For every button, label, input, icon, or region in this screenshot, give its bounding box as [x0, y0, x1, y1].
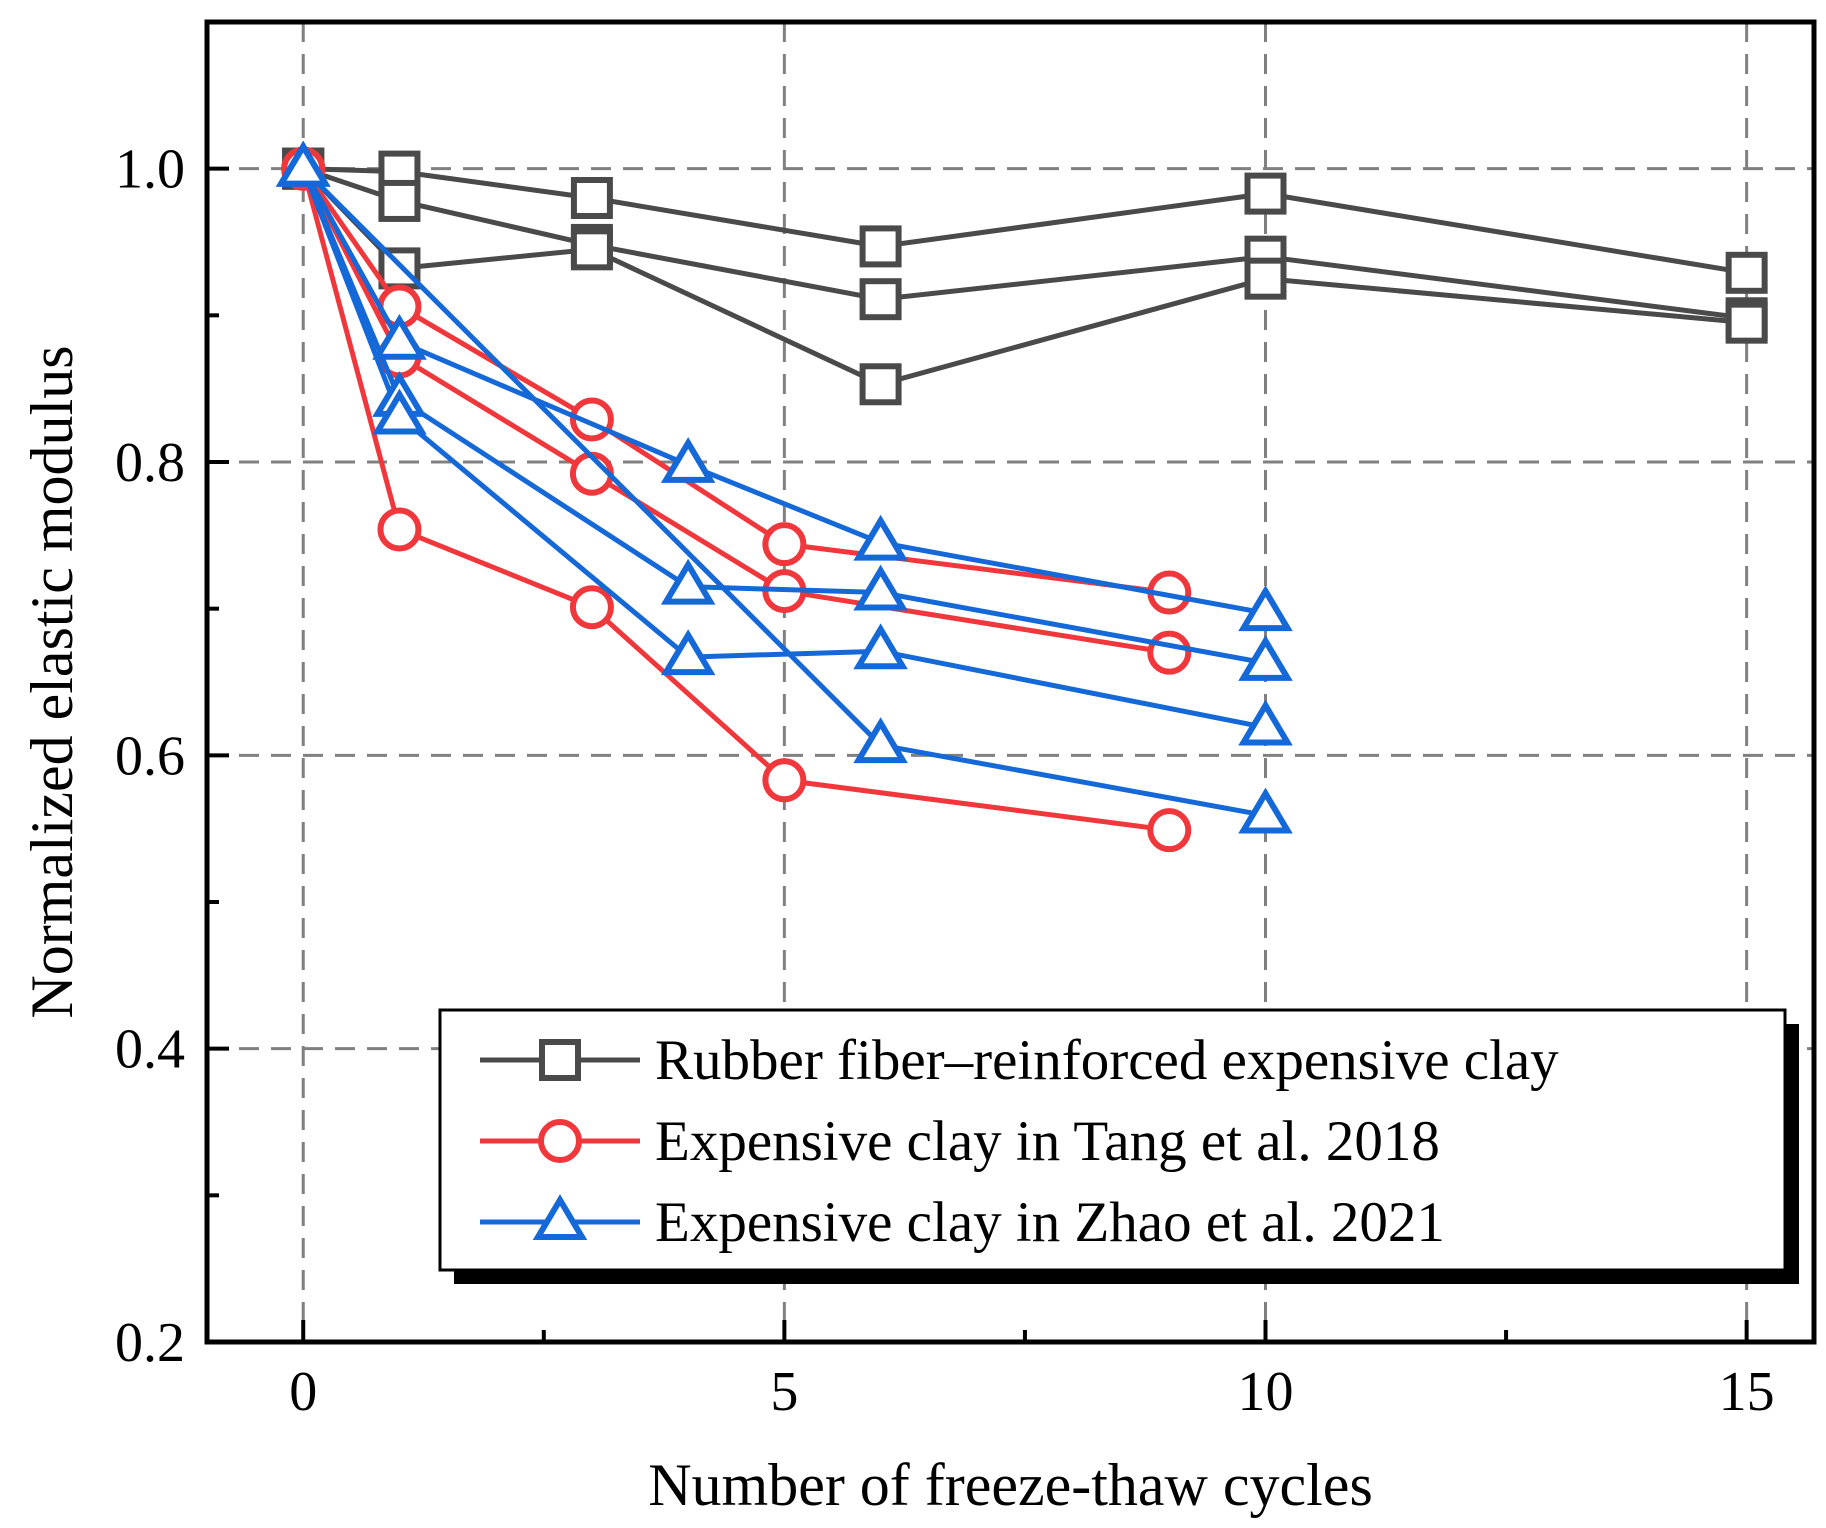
- triangle-marker: [275, 140, 331, 187]
- circle-marker: [538, 1119, 582, 1163]
- triangle-marker: [660, 437, 716, 483]
- triangle-marker: [1238, 699, 1293, 746]
- y-tick-label: 0.8: [115, 432, 185, 494]
- legend: Rubber fiber–reinforced expensive clay Ex…: [438, 1008, 1799, 1284]
- circle-marker: [1147, 808, 1192, 853]
- triangle-marker: [853, 564, 908, 611]
- circle-marker: [569, 451, 614, 496]
- x-tick-label: 15: [1719, 1361, 1775, 1423]
- legend-label: Rubber fiber–reinforced expensive clay: [655, 1029, 1559, 1092]
- legend-entry-square: Rubber fiber–reinforced expensive clay: [480, 1029, 1559, 1092]
- circle-marker: [762, 758, 807, 803]
- circle-marker: [377, 507, 422, 552]
- y-tick-label: 0.4: [115, 1019, 185, 1081]
- y-axis-title: Normalized elastic modulus: [19, 345, 85, 1018]
- triangle-marker: [660, 558, 716, 605]
- triangle-marker: [853, 514, 908, 561]
- y-tick-label: 0.6: [115, 725, 185, 787]
- x-tick-label: 5: [770, 1361, 798, 1423]
- series-layer: [275, 140, 1768, 853]
- triangle-marker: [1238, 635, 1293, 681]
- tick-labels: 0 5 10 15 0.2 0.4 0.6 0.8 1.0: [115, 139, 1775, 1423]
- circle-marker: [569, 585, 614, 630]
- series-line: [300, 168, 1170, 833]
- y-tick-label: 1.0: [115, 139, 185, 201]
- series-line: [301, 167, 1170, 596]
- series-line: [301, 166, 1747, 387]
- legend-entries: Rubber fiber–reinforced expensive clay Ex…: [480, 1029, 1559, 1254]
- triangle-marker: [372, 388, 427, 435]
- square-marker: [570, 177, 613, 219]
- series-line: [302, 166, 1747, 321]
- y-tick-label: 0.2: [115, 1312, 185, 1374]
- legend-label: Expensive clay in Tang et al. 2018: [655, 1110, 1440, 1173]
- circle-marker: [762, 522, 807, 567]
- legend-label: Expensive clay in Zhao et al. 2021: [655, 1191, 1445, 1254]
- square-marker: [539, 1039, 581, 1081]
- x-tick-label: 10: [1238, 1361, 1294, 1423]
- square-marker: [1244, 257, 1287, 300]
- plot-frame: [204, 19, 1817, 1345]
- square-marker: [570, 228, 613, 271]
- square-marker: [378, 247, 421, 290]
- square-marker: [1725, 251, 1768, 294]
- legend-entry-triangle: Expensive clay in Zhao et al. 2021: [480, 1191, 1445, 1254]
- series-line: [301, 167, 1170, 656]
- series-group-square: [282, 147, 1768, 406]
- square-marker: [859, 225, 902, 268]
- triangle-marker: [853, 717, 908, 764]
- triangle-marker: [372, 313, 427, 360]
- square-marker: [1725, 301, 1768, 344]
- square-marker: [1244, 172, 1287, 215]
- triangle-marker: [660, 629, 716, 676]
- x-axis-title: Number of freeze-thaw cycles: [648, 1452, 1373, 1518]
- legend-entry-circle: Expensive clay in Tang et al. 2018: [480, 1110, 1440, 1173]
- square-marker: [859, 363, 902, 406]
- axes: [204, 19, 1817, 1345]
- triangle-marker: [1238, 787, 1293, 834]
- series-group-triangle: [275, 140, 1293, 834]
- triangle-marker: [853, 623, 908, 670]
- square-marker: [378, 179, 421, 222]
- legend-box: [438, 1008, 1787, 1272]
- triangle-marker: [1238, 585, 1293, 632]
- square-marker: [859, 278, 902, 321]
- circle-marker: [1147, 630, 1192, 675]
- triangle-marker: [532, 1194, 588, 1240]
- x-tick-label: 0: [289, 1361, 317, 1423]
- tick-marks: [207, 166, 1749, 1344]
